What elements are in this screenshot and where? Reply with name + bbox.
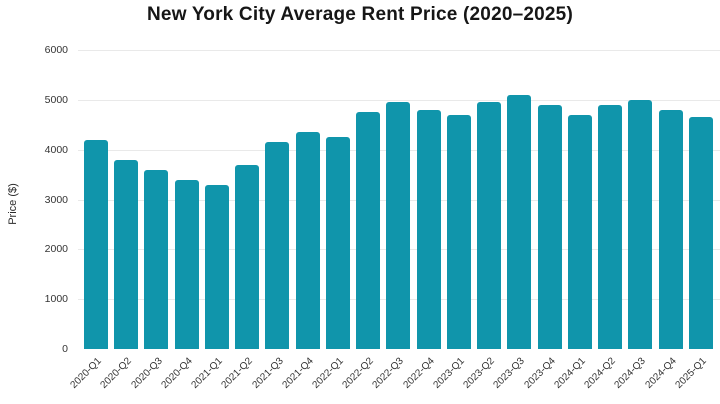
x-tick-label: 2022-Q4	[401, 355, 437, 391]
bar-2022-Q2	[356, 112, 381, 349]
y-tick-label: 4000	[44, 143, 68, 156]
x-tick-label: 2021-Q2	[219, 355, 256, 391]
bar-2021-Q1	[204, 184, 229, 349]
x-tick-label: 2022-Q3	[370, 355, 407, 391]
chart-title: New York City Average Rent Price (2020–2…	[147, 4, 573, 25]
y-tick-label: 3000	[44, 193, 68, 206]
x-tick-label: 2022-Q1	[310, 355, 346, 391]
bar-2022-Q4	[416, 109, 441, 349]
bar-2020-Q4	[174, 179, 199, 349]
bar-2021-Q3	[265, 142, 290, 349]
x-tick-label: 2021-Q1	[189, 355, 225, 391]
x-tick-label: 2021-Q4	[280, 355, 316, 391]
x-tick-label: 2024-Q1	[552, 355, 588, 391]
bar-2020-Q2	[114, 159, 139, 349]
x-tick-label: 2025-Q1	[673, 355, 709, 391]
x-tick-label: 2023-Q2	[461, 355, 498, 391]
plot-area	[78, 50, 720, 349]
bar-2022-Q1	[325, 137, 350, 349]
gridline	[78, 99, 720, 101]
x-tick-label: 2024-Q4	[643, 355, 679, 391]
x-tick-label: 2023-Q3	[491, 355, 528, 391]
bar-2020-Q1	[84, 139, 108, 349]
x-tick-label: 2023-Q4	[522, 355, 558, 391]
y-tick-label: 6000	[44, 44, 68, 56]
bar-2021-Q2	[235, 164, 260, 349]
bar-2024-Q1	[567, 114, 592, 349]
x-tick-label: 2020-Q2	[98, 355, 135, 391]
y-tick-label: 0	[62, 343, 68, 355]
x-tick-label: 2020-Q1	[68, 355, 104, 391]
bar-2025-Q1	[688, 117, 713, 349]
bar-2023-Q2	[477, 102, 502, 349]
bar-2024-Q3	[628, 99, 653, 349]
bar-2023-Q3	[507, 94, 532, 349]
x-tick-label: 2023-Q1	[431, 355, 467, 391]
bar-2023-Q1	[446, 114, 471, 349]
bar-2022-Q3	[386, 102, 411, 349]
y-tick-label: 1000	[44, 293, 68, 306]
y-tick-label: 5000	[44, 93, 68, 106]
bar-2024-Q2	[598, 104, 623, 349]
gridline	[78, 50, 720, 51]
bar-2024-Q4	[658, 109, 683, 349]
bar-2021-Q4	[295, 132, 320, 349]
x-tick-label: 2022-Q2	[340, 355, 377, 391]
bar-2023-Q4	[537, 104, 562, 349]
x-tick-label: 2021-Q3	[250, 355, 286, 391]
x-tick-label: 2024-Q3	[612, 355, 649, 391]
y-tick-label: 2000	[44, 243, 68, 256]
bar-2020-Q3	[144, 169, 169, 349]
x-tick-label: 2024-Q2	[582, 355, 618, 391]
x-tick-label: 2020-Q3	[129, 355, 165, 391]
x-tick-label: 2020-Q4	[159, 355, 195, 391]
